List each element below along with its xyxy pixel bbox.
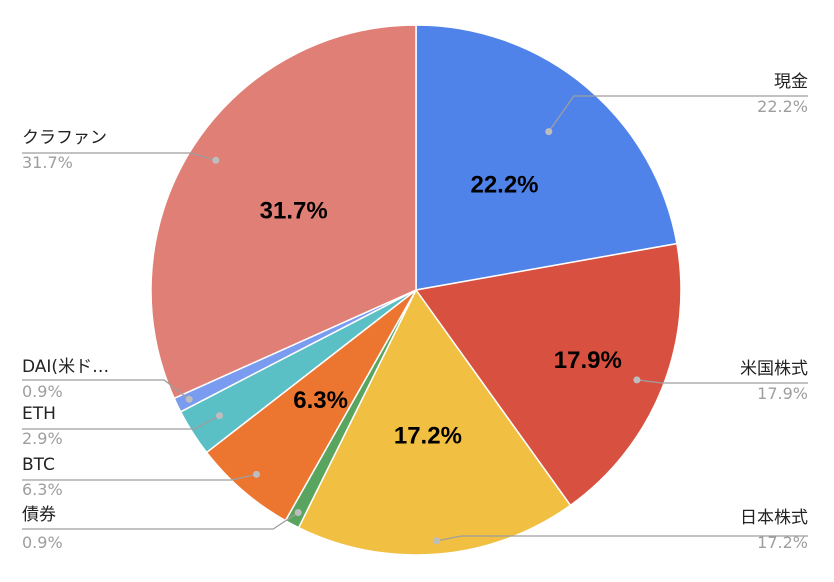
callout-slice-7: クラファン 31.7%: [22, 128, 220, 172]
callout-btc: BTC 6.3%: [22, 455, 260, 499]
slice-percent-slice-7: 31.7%: [260, 198, 328, 225]
callout-slice-0: 現金 22.2%: [545, 72, 808, 136]
leader-dot-slice-1: [633, 376, 641, 384]
pie-slices: [150, 24, 682, 556]
slice-percent-slice-0: 22.2%: [470, 171, 538, 198]
slice-percent-slice-2: 17.2%: [394, 422, 462, 449]
callout-value-slice-3: 0.9%: [22, 533, 63, 552]
leader-dot-eth: [216, 412, 223, 420]
leader-dot-slice-7: [212, 156, 220, 164]
leader-line-btc: [22, 473, 257, 481]
leader-line-dai: [22, 379, 190, 400]
slice-percent-btc: 6.3%: [293, 387, 348, 414]
callout-label-slice-7: クラファン: [22, 128, 107, 148]
callout-label-eth: ETH: [22, 404, 56, 424]
callout-value-slice-7: 31.7%: [22, 153, 73, 172]
pie-slice-slice-0: [415, 24, 678, 291]
leader-line-slice-3: [22, 511, 299, 530]
callout-value-dai: 0.9%: [22, 382, 63, 401]
callout-value-slice-2: 17.2%: [757, 533, 808, 552]
callout-slice-1: 米国株式 17.9%: [633, 359, 808, 403]
callout-slice-3: 債券 0.9%: [22, 505, 302, 552]
callout-label-slice-2: 日本株式: [740, 508, 808, 528]
slice-percentage-labels: 22.2% 17.9% 17.2% 6.3% 31.7%: [260, 171, 622, 449]
callout-value-slice-0: 22.2%: [757, 97, 808, 116]
leader-line-slice-2: [436, 535, 808, 542]
callout-value-btc: 6.3%: [22, 480, 63, 499]
callout-label-btc: BTC: [22, 455, 55, 475]
callout-label-slice-1: 米国株式: [740, 359, 808, 379]
leader-dot-btc: [253, 470, 260, 478]
leader-dot-slice-2: [433, 537, 440, 545]
callout-value-slice-1: 17.9%: [757, 384, 808, 403]
leader-line-slice-1: [636, 379, 808, 384]
leader-dot-slice-0: [545, 128, 553, 136]
callout-dai: DAI(米ド… 0.9%: [22, 357, 193, 403]
callout-value-eth: 2.9%: [22, 429, 63, 448]
pie-slice-slice-7: [150, 24, 417, 400]
callout-label-slice-0: 現金: [774, 72, 808, 92]
leader-dot-slice-3: [294, 509, 302, 516]
callout-label-dai: DAI(米ド…: [22, 357, 109, 377]
callout-slice-2: 日本株式 17.2%: [433, 508, 808, 552]
pie-slice-slice-2: [297, 289, 572, 556]
leader-dot-dai: [185, 395, 193, 403]
callout-eth: ETH 2.9%: [22, 404, 223, 448]
leader-line-slice-7: [22, 152, 216, 161]
callout-labels: 現金 22.2% 米国株式 17.9% 日本株式 17.2% 債券 0.9% BTC 6.3% ET…: [22, 72, 808, 552]
leader-line-eth: [22, 415, 220, 430]
pie-slice-slice-1: [415, 242, 682, 507]
callout-label-slice-3: 債券: [22, 505, 56, 525]
leader-line-slice-0: [548, 95, 808, 132]
slice-percent-slice-1: 17.9%: [554, 347, 622, 374]
